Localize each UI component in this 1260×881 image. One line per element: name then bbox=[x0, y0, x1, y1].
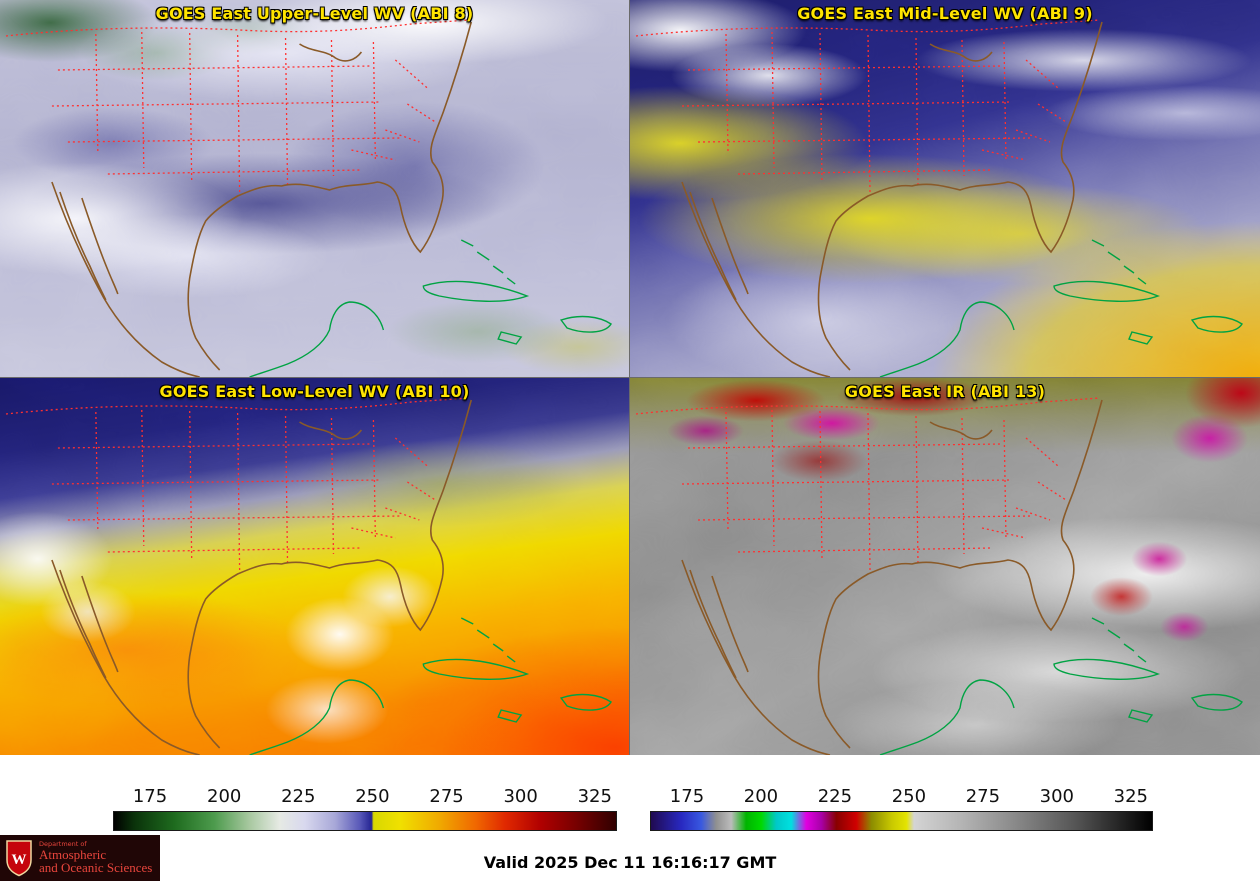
satellite-image-mid-wv bbox=[630, 0, 1260, 377]
satellite-image-low-wv bbox=[0, 378, 629, 755]
logo-dept-prefix: Department of bbox=[39, 839, 87, 848]
tick-label: 200 bbox=[743, 786, 779, 807]
satellite-image-upper-wv bbox=[0, 0, 629, 377]
panel-mid-level-wv: GOES East Mid-Level WV (ABI 9) bbox=[630, 0, 1260, 377]
crest-letter: W bbox=[12, 852, 27, 868]
tick-label: 250 bbox=[891, 786, 927, 807]
logo-text: Department of Atmospheric and Oceanic Sc… bbox=[39, 841, 152, 875]
panel-title: GOES East Mid-Level WV (ABI 9) bbox=[797, 4, 1093, 23]
valid-time-caption: Valid 2025 Dec 11 16:16:17 GMT bbox=[483, 853, 777, 872]
satellite-image-ir bbox=[630, 378, 1260, 755]
ir-colorbar-ticks: 175 200 225 250 275 300 325 bbox=[650, 783, 1153, 809]
tick-label: 275 bbox=[429, 786, 464, 807]
tick-label: 300 bbox=[503, 786, 538, 807]
panel-title: GOES East Upper-Level WV (ABI 8) bbox=[155, 4, 474, 23]
logo-line2: and Oceanic Sciences bbox=[39, 860, 153, 876]
panel-title: GOES East Low-Level WV (ABI 10) bbox=[159, 382, 470, 401]
tick-label: 325 bbox=[577, 786, 612, 807]
panel-upper-level-wv: GOES East Upper-Level WV (ABI 8) bbox=[0, 0, 629, 377]
tick-label: 175 bbox=[669, 786, 705, 807]
tick-label: 200 bbox=[206, 786, 242, 807]
footer: 175 200 225 250 275 300 325 175 200 225 … bbox=[0, 755, 1260, 881]
uw-aos-logo: W Department of Atmospheric and Oceanic … bbox=[0, 835, 160, 881]
panel-low-level-wv: GOES East Low-Level WV (ABI 10) bbox=[0, 378, 629, 755]
tick-label: 175 bbox=[132, 786, 168, 807]
wv-colorbar-ticks: 175 200 225 250 275 300 325 bbox=[113, 783, 617, 809]
ir-colorbar-gradient bbox=[650, 811, 1153, 831]
tick-label: 250 bbox=[355, 786, 390, 807]
panel-grid: GOES East Upper-Level WV (ABI 8) GOES Ea… bbox=[0, 0, 1260, 755]
tick-label: 225 bbox=[281, 786, 316, 807]
ir-colorbar: 175 200 225 250 275 300 325 bbox=[650, 783, 1153, 831]
wv-colorbar: 175 200 225 250 275 300 325 bbox=[113, 783, 617, 831]
uw-crest-icon: W bbox=[6, 840, 32, 877]
panel-ir: GOES East IR (ABI 13) bbox=[630, 378, 1260, 755]
tick-label: 300 bbox=[1039, 786, 1074, 807]
logo-line1: Atmospheric bbox=[39, 846, 107, 862]
wv-colorbar-gradient bbox=[113, 811, 617, 831]
tick-label: 325 bbox=[1113, 786, 1148, 807]
tick-label: 275 bbox=[965, 786, 1001, 807]
panel-title: GOES East IR (ABI 13) bbox=[844, 382, 1046, 401]
tick-label: 225 bbox=[817, 786, 853, 807]
